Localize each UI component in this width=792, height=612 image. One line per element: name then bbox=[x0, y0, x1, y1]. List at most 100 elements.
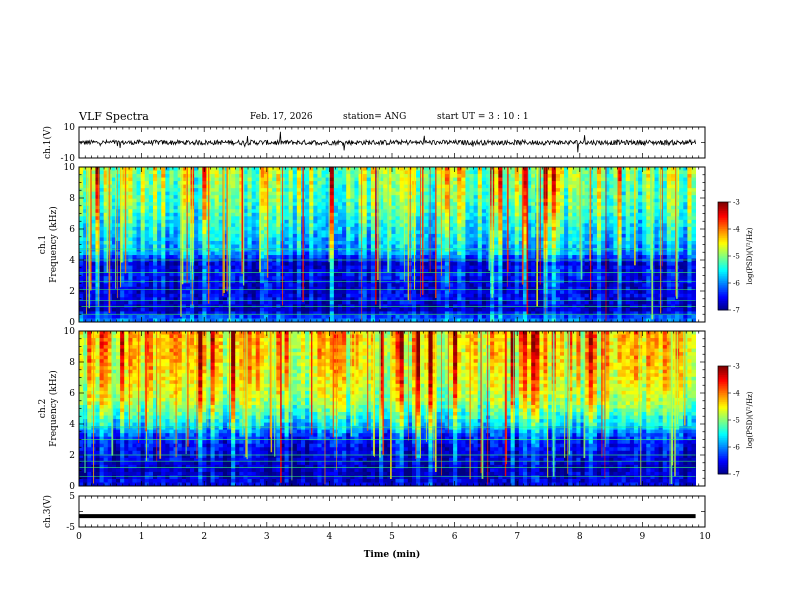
spectrogram-cell bbox=[194, 226, 199, 231]
spectrogram-cell bbox=[95, 244, 100, 249]
spectrogram-cell bbox=[83, 212, 88, 217]
spectrogram-cell bbox=[247, 202, 253, 207]
spectrogram-cell bbox=[173, 265, 179, 270]
spectrogram-cell bbox=[625, 198, 631, 203]
spectrogram-cell bbox=[370, 223, 376, 228]
spectrogram-cell bbox=[395, 219, 401, 224]
spectrogram-cell bbox=[325, 244, 331, 249]
spectrogram-cell bbox=[276, 195, 281, 200]
spectrogram-cell bbox=[79, 198, 84, 203]
spectrogram-cell bbox=[444, 170, 450, 175]
spectrogram-cell bbox=[91, 269, 96, 274]
spectrogram-cell bbox=[136, 230, 142, 235]
spectrogram-cell bbox=[551, 188, 557, 193]
spectrogram-cell bbox=[181, 283, 187, 288]
spectrogram-cell bbox=[362, 198, 368, 203]
spectrogram-cell bbox=[572, 219, 577, 224]
spectrogram-cell bbox=[379, 198, 384, 203]
spectrogram-cell bbox=[444, 272, 450, 277]
spectrogram-cell bbox=[543, 230, 549, 235]
spectrogram-cell bbox=[576, 269, 581, 274]
spectrogram-cell bbox=[325, 188, 331, 193]
spectrogram-cell bbox=[662, 216, 668, 221]
spectrogram-cell bbox=[235, 174, 240, 178]
spectrogram-cell bbox=[506, 205, 512, 210]
spectrogram-cell bbox=[638, 240, 643, 245]
spectrogram-cell bbox=[255, 209, 261, 214]
spectrogram-cell bbox=[687, 198, 692, 203]
spectrogram-cell bbox=[136, 167, 142, 171]
spectrogram-cell bbox=[559, 191, 565, 196]
spectrogram-cell bbox=[128, 226, 133, 231]
spectrogram-cell bbox=[531, 272, 536, 277]
spectrogram-cell bbox=[551, 251, 557, 256]
spectrogram-cell bbox=[342, 195, 347, 200]
spectrogram-cell bbox=[510, 237, 516, 242]
spectrogram-cell bbox=[613, 226, 618, 231]
spectrogram-cell bbox=[568, 262, 573, 267]
spectrogram-cell bbox=[522, 262, 528, 267]
spectrogram-cell bbox=[251, 188, 257, 193]
spectrogram-cell bbox=[255, 212, 261, 217]
spectrogram-cell bbox=[169, 237, 174, 242]
spectrogram-cell bbox=[662, 230, 668, 235]
spectrogram-cell bbox=[169, 248, 174, 252]
spectrogram-cell bbox=[494, 209, 499, 214]
spectrogram-cell bbox=[646, 174, 651, 178]
spectrogram-cell bbox=[403, 170, 409, 175]
spectrogram-cell bbox=[654, 174, 660, 178]
spectrogram-cell bbox=[654, 265, 660, 270]
spectrogram-cell bbox=[444, 181, 450, 186]
spectrogram-cell bbox=[633, 198, 639, 203]
spectrogram-cell bbox=[263, 230, 269, 235]
spectrogram-cell bbox=[572, 269, 577, 274]
spectrogram-cell bbox=[309, 202, 314, 207]
spectrogram-cell bbox=[662, 258, 668, 263]
spectrogram-cell bbox=[613, 269, 618, 274]
spectrogram-cell bbox=[157, 216, 162, 221]
spectrogram-cell bbox=[317, 167, 322, 171]
spectrogram-cell bbox=[354, 202, 359, 207]
spectrogram-cell bbox=[646, 219, 651, 224]
spectrogram-cell bbox=[177, 276, 183, 281]
spectrogram-cell bbox=[481, 170, 487, 175]
spectrogram-cell bbox=[210, 216, 216, 221]
spectrogram-cell bbox=[592, 202, 598, 207]
spectrogram-cell bbox=[473, 226, 479, 231]
spectrogram-cell bbox=[424, 237, 429, 242]
spectrogram-cell bbox=[568, 237, 573, 242]
spectrogram-cell bbox=[354, 265, 359, 270]
spectrogram-cell bbox=[485, 181, 491, 186]
spectrogram-cell bbox=[272, 276, 277, 281]
spectrogram-cell bbox=[144, 195, 150, 200]
spectrogram-cell bbox=[670, 265, 676, 270]
spectrogram-cell bbox=[621, 191, 627, 196]
spectrogram-cell bbox=[243, 177, 248, 182]
spectrogram-cell bbox=[559, 170, 565, 175]
spectrogram-cell bbox=[342, 269, 347, 274]
spectrogram-cell bbox=[296, 237, 302, 242]
spectrogram-cell bbox=[646, 191, 651, 196]
spectrogram-cell bbox=[272, 272, 277, 277]
spectrogram-cell bbox=[140, 198, 146, 203]
spectrogram-cell bbox=[329, 209, 335, 214]
spectrogram-cell bbox=[333, 191, 339, 196]
spectrogram-cell bbox=[461, 233, 466, 238]
spectrogram-cell bbox=[432, 216, 438, 221]
spectrogram-cell bbox=[662, 174, 668, 178]
spectrogram-cell bbox=[292, 170, 298, 175]
spectrogram-cell bbox=[218, 195, 224, 200]
spectrogram-cell bbox=[436, 205, 442, 210]
spectrogram-cell bbox=[247, 177, 253, 182]
spectrogram-cell bbox=[605, 237, 610, 242]
spectrogram-cell bbox=[416, 177, 421, 182]
spectrogram-cell bbox=[99, 170, 105, 175]
spectrogram-cell bbox=[103, 258, 109, 263]
spectrogram-cell bbox=[284, 233, 290, 238]
spectrogram-cell bbox=[514, 230, 520, 235]
spectrogram-cell bbox=[259, 219, 265, 224]
spectrogram-cell bbox=[584, 219, 590, 224]
spectrogram-cell bbox=[268, 269, 273, 274]
spectrogram-cell bbox=[333, 240, 339, 245]
spectrogram-cell bbox=[473, 219, 479, 224]
